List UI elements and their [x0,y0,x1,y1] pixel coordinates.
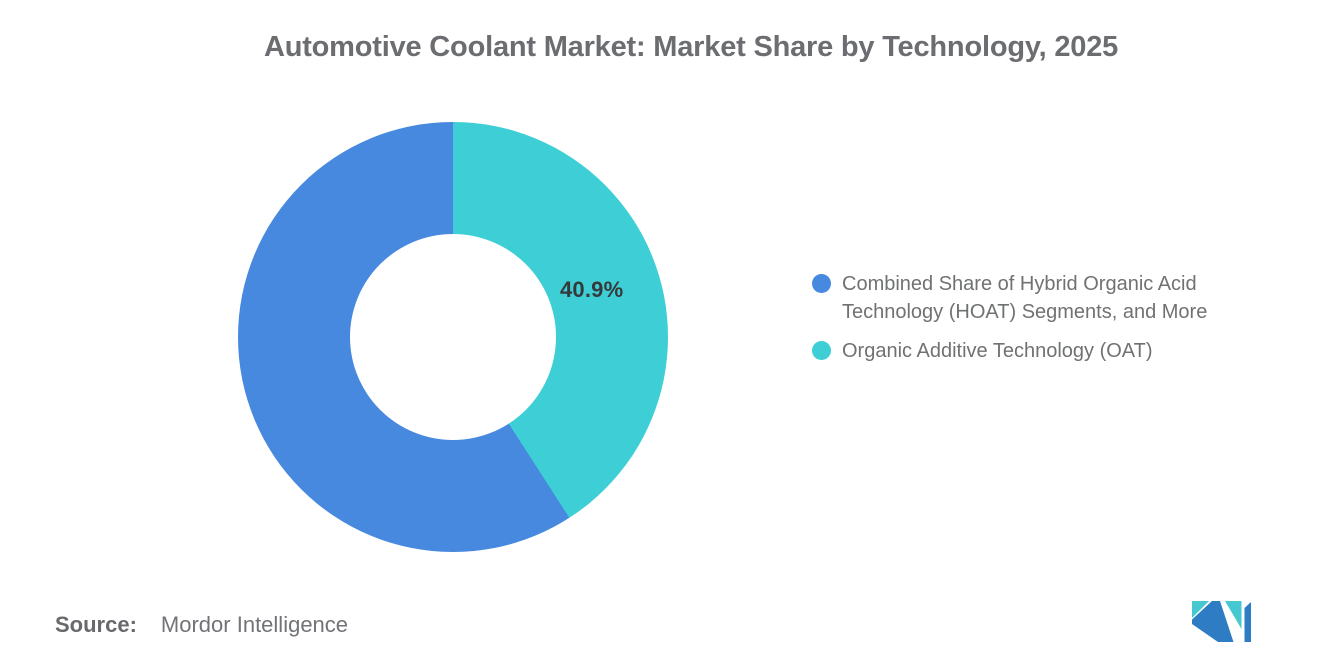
logo-blue-bar [1244,602,1251,642]
legend-swatch-hoat [812,274,831,293]
slice-data-label: 40.9% [560,277,624,302]
legend-label-hoat: Combined Share of Hybrid Organic Acid Te… [842,273,1208,323]
chart-title: Automotive Coolant Market: Market Share … [263,31,1119,63]
donut-chart: 40.9% [238,122,668,552]
logo-teal-left-triangle [1192,601,1209,618]
source-line: Source: Mordor Intelligence [55,612,348,638]
source-label: Source: [55,612,137,637]
legend-item-hoat: Combined Share of Hybrid Organic Acid Te… [812,270,1262,326]
mordor-intelligence-logo [1192,601,1251,642]
donut-hole [350,234,556,440]
legend: Combined Share of Hybrid Organic Acid Te… [812,270,1262,365]
legend-swatch-oat [812,341,831,360]
legend-label-oat: Organic Additive Technology (OAT) [842,340,1153,362]
logo-blue-diagonal [1192,601,1234,642]
logo-teal-right-triangle [1225,601,1242,629]
source-text: Mordor Intelligence [160,612,349,637]
legend-item-oat: Organic Additive Technology (OAT) [812,337,1262,365]
